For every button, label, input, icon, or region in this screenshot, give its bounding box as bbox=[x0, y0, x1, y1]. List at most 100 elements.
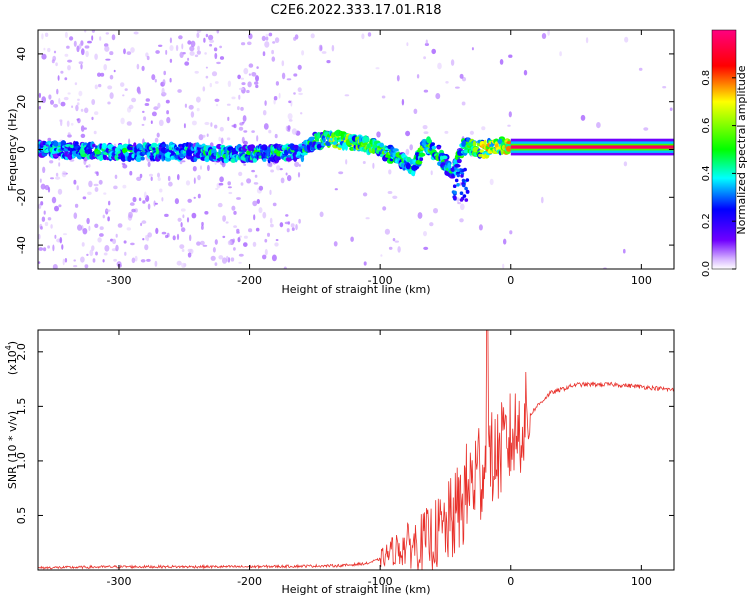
heatmap-cell bbox=[441, 155, 448, 160]
heatmap-cell bbox=[464, 198, 469, 202]
heatmap-cell bbox=[166, 116, 171, 124]
heatmap-cell bbox=[66, 120, 70, 127]
heatmap-cell bbox=[218, 136, 221, 142]
heatmap-cell bbox=[186, 217, 190, 223]
snr-scale-exponent: 4 bbox=[4, 345, 13, 350]
heatmap-cell bbox=[300, 155, 305, 163]
heatmap-cell bbox=[159, 188, 163, 193]
heatmap-cell bbox=[413, 108, 418, 115]
heatmap-cell bbox=[192, 166, 197, 172]
heatmap-cell bbox=[222, 235, 226, 239]
heatmap-cell bbox=[196, 30, 202, 34]
heatmap-cell bbox=[211, 146, 218, 149]
heatmap-cell bbox=[298, 164, 301, 167]
heatmap-cell bbox=[75, 104, 79, 112]
heatmap-cell bbox=[132, 196, 137, 203]
heatmap-cell bbox=[501, 144, 506, 151]
heatmap-cell bbox=[422, 125, 428, 130]
colorbar-tick-label: 0.6 bbox=[701, 118, 712, 134]
heatmap-cell bbox=[44, 221, 49, 227]
heatmap-cell bbox=[207, 164, 210, 172]
heatmap-cell bbox=[97, 72, 101, 77]
heatmap-cell bbox=[242, 115, 247, 122]
heatmap-cell bbox=[92, 258, 96, 263]
x-tick-label: 0 bbox=[507, 274, 514, 287]
snr-scale-close: ) bbox=[6, 341, 19, 345]
heatmap-cell bbox=[61, 244, 64, 250]
heatmap-cell bbox=[238, 253, 244, 257]
heatmap-cell bbox=[464, 186, 468, 191]
heatmap-cell bbox=[236, 197, 241, 200]
heatmap-cell bbox=[91, 99, 96, 105]
heatmap-cell bbox=[302, 152, 308, 156]
heatmap-cell bbox=[208, 34, 214, 41]
heatmap-cell bbox=[262, 158, 267, 162]
heatmap-cell bbox=[64, 31, 68, 38]
heatmap-cell bbox=[272, 41, 276, 44]
heatmap-cell bbox=[174, 198, 179, 205]
heatmap-cell bbox=[505, 145, 512, 152]
heatmap-cell bbox=[180, 222, 183, 228]
heatmap-cell bbox=[96, 171, 99, 176]
heatmap-cell bbox=[218, 255, 224, 260]
heatmap-cell bbox=[177, 89, 182, 93]
heatmap-cell bbox=[64, 258, 68, 263]
heatmap-cell bbox=[425, 39, 428, 45]
heatmap-cell bbox=[54, 234, 57, 239]
heatmap-cell bbox=[145, 52, 149, 58]
heatmap-cell bbox=[142, 200, 146, 204]
heatmap-cell bbox=[380, 254, 383, 257]
colorbar-label: Normalized spectral amplitude bbox=[735, 65, 748, 234]
heatmap-cell bbox=[240, 182, 244, 186]
snr-line bbox=[38, 330, 674, 570]
heatmap-cell bbox=[48, 94, 52, 100]
heatmap-cell bbox=[52, 264, 58, 269]
heatmap-cell bbox=[111, 34, 116, 41]
heatmap-cell bbox=[91, 245, 95, 252]
heatmap-cell bbox=[508, 111, 512, 118]
heatmap-cell bbox=[150, 176, 153, 181]
heatmap-cell bbox=[255, 84, 259, 89]
heatmap-cell bbox=[452, 184, 457, 188]
heatmap-cell bbox=[559, 51, 562, 57]
heatmap-cell bbox=[334, 188, 338, 191]
heatmap-cell bbox=[238, 261, 242, 264]
heatmap-cell bbox=[84, 264, 89, 269]
heatmap-cell bbox=[163, 92, 167, 96]
heatmap-cell bbox=[92, 143, 96, 148]
heatmap-cell bbox=[258, 185, 264, 191]
heatmap-cell bbox=[255, 75, 259, 82]
heatmap-cell bbox=[107, 85, 113, 90]
heatmap-cell bbox=[53, 141, 60, 147]
heatmap-cell bbox=[202, 244, 208, 247]
heatmap-cell bbox=[424, 43, 429, 46]
heatmap-cell bbox=[344, 94, 350, 97]
heatmap-cell bbox=[214, 239, 218, 245]
heatmap-cell bbox=[67, 92, 71, 95]
heatmap-cell bbox=[202, 86, 206, 92]
heatmap-cell bbox=[372, 162, 375, 169]
heatmap-cell bbox=[246, 89, 250, 94]
y-tick-label: 1.0 bbox=[15, 452, 28, 470]
heatmap-cell bbox=[105, 58, 111, 61]
heatmap-cell bbox=[274, 37, 280, 43]
heatmap-cell bbox=[201, 221, 204, 227]
heatmap-cell bbox=[169, 37, 172, 44]
snr-ticks: -300 -200 -100 0 100 0.5 1.0 1.5 2.0 bbox=[15, 330, 674, 588]
heatmap-cell bbox=[169, 45, 174, 51]
heatmap-cell bbox=[472, 140, 477, 147]
heatmap-cell bbox=[248, 228, 253, 233]
heatmap-cell bbox=[122, 147, 128, 154]
heatmap-cell bbox=[114, 174, 118, 179]
spectrogram-x-axis-label: Height of straight line (km) bbox=[281, 283, 430, 296]
heatmap-cell bbox=[98, 83, 102, 88]
heatmap-cell bbox=[67, 59, 73, 63]
heatmap-cell bbox=[157, 172, 160, 178]
heatmap-cell bbox=[238, 171, 243, 177]
heatmap-cell bbox=[269, 217, 273, 224]
heatmap-cell bbox=[222, 257, 227, 264]
heatmap-cell bbox=[78, 43, 82, 49]
heatmap-cell bbox=[437, 62, 442, 70]
heatmap-cell bbox=[146, 258, 151, 262]
